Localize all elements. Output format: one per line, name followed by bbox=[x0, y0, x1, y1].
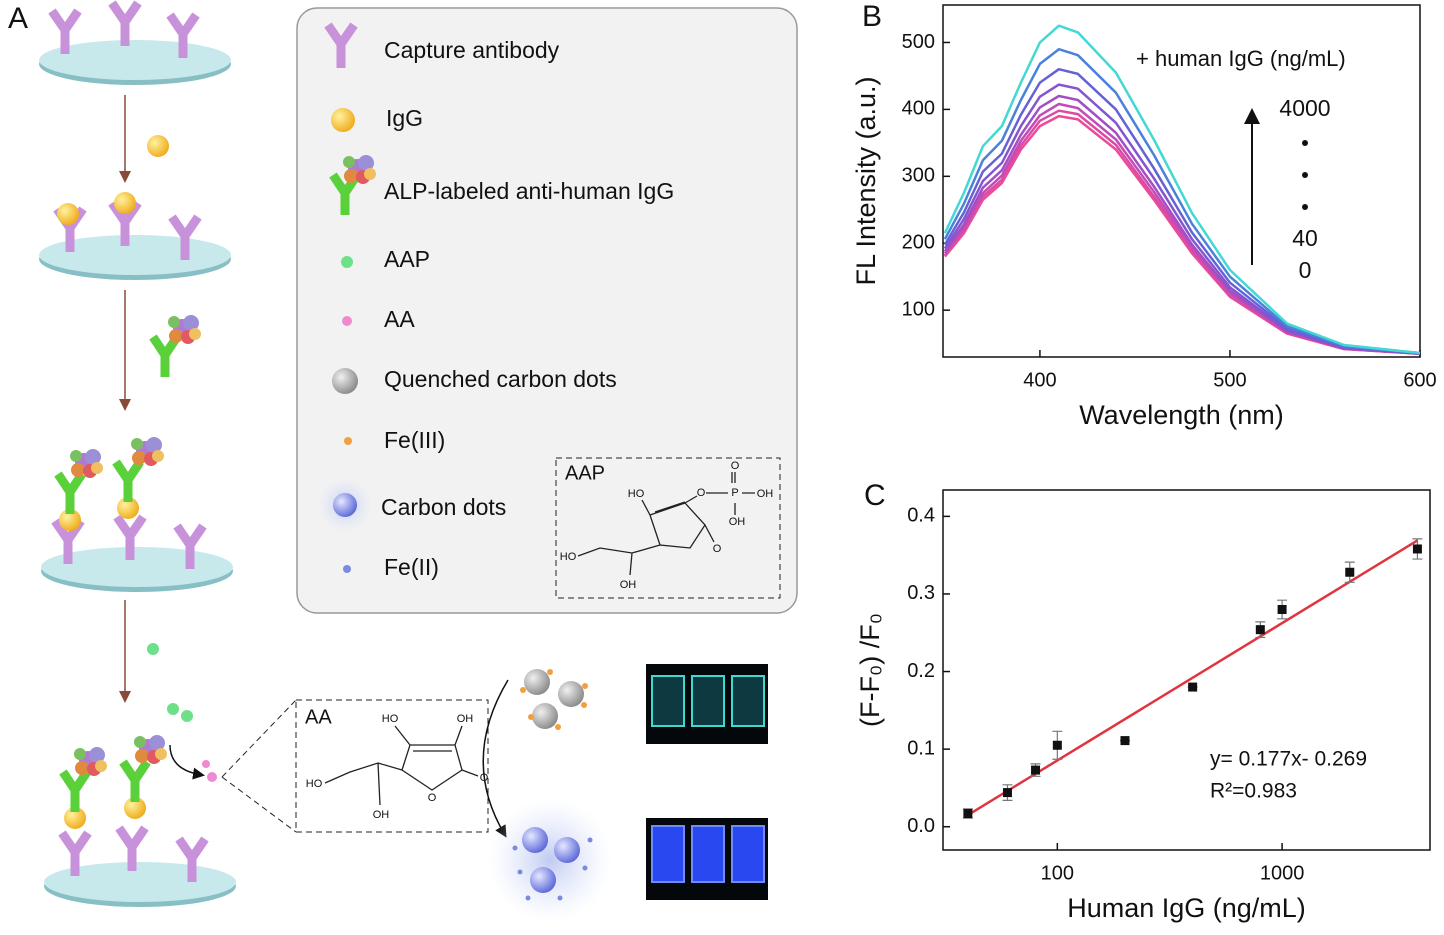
atom: OH bbox=[729, 516, 746, 528]
spectrum-line bbox=[943, 94, 1421, 355]
x-tick-label: 100 bbox=[1041, 862, 1074, 884]
y-tick-label: 200 bbox=[902, 232, 935, 254]
spectrum-line bbox=[943, 24, 1421, 355]
y-tick-label: 0.0 bbox=[907, 815, 935, 837]
y-tick-label: 400 bbox=[902, 98, 935, 120]
data-point bbox=[1002, 788, 1012, 798]
legend-label: IgG bbox=[386, 105, 423, 131]
atom: OH bbox=[457, 713, 474, 725]
ellipsis-dot bbox=[1302, 140, 1308, 146]
annotation: R²=0.983 bbox=[1210, 780, 1297, 803]
x-axis-label: Wavelength (nm) bbox=[1079, 400, 1284, 430]
x-tick-label: 1000 bbox=[1260, 862, 1305, 884]
y-tick-label: 100 bbox=[902, 298, 935, 320]
atom: OH bbox=[620, 579, 637, 591]
annotation: + human IgG (ng/mL) bbox=[1136, 46, 1346, 71]
y-axis-label: (F-F₀) /F₀ bbox=[855, 613, 885, 727]
data-point bbox=[1188, 682, 1198, 692]
atom: HO bbox=[306, 778, 323, 790]
data-point bbox=[1120, 736, 1130, 746]
atom: HO bbox=[382, 713, 399, 725]
data-point bbox=[1031, 765, 1041, 775]
legend-label: Capture antibody bbox=[384, 37, 560, 63]
atom: HO bbox=[628, 488, 645, 500]
data-point bbox=[1277, 604, 1287, 614]
reaction-illustration bbox=[482, 664, 768, 922]
y-tick-label: 0.1 bbox=[907, 737, 935, 759]
arrow-label: 40 bbox=[1292, 225, 1318, 251]
plot-frame bbox=[942, 4, 1421, 358]
y-axis-label: FL Intensity (a.u.) bbox=[851, 76, 881, 285]
legend-label: Fe(III) bbox=[384, 427, 445, 453]
aa-box bbox=[295, 699, 489, 833]
atom: HO bbox=[560, 551, 577, 563]
panel-label: B bbox=[862, 0, 882, 33]
spectrum-line bbox=[943, 83, 1421, 355]
atom: OH bbox=[373, 809, 390, 821]
y-tick-label: 0.4 bbox=[907, 505, 935, 527]
x-tick-label: 400 bbox=[1023, 369, 1056, 391]
panel-label: C bbox=[864, 479, 886, 512]
x-tick-label: 600 bbox=[1403, 369, 1436, 391]
atom: O bbox=[731, 460, 740, 472]
arrow-label: 0 bbox=[1299, 257, 1312, 283]
y-tick-label: 0.2 bbox=[907, 660, 935, 682]
y-tick-label: 0.3 bbox=[907, 582, 935, 604]
structure-title: AAP bbox=[565, 462, 605, 484]
atom: O bbox=[713, 543, 722, 555]
data-point bbox=[1412, 544, 1422, 554]
spectrum-line bbox=[943, 47, 1421, 355]
y-tick-label: 500 bbox=[902, 31, 935, 53]
y-tick-label: 300 bbox=[902, 165, 935, 187]
legend-label: AA bbox=[384, 306, 415, 332]
data-point bbox=[1052, 740, 1062, 750]
legend-label: Fe(II) bbox=[384, 554, 439, 580]
fit-line bbox=[967, 539, 1419, 817]
aap-bonds bbox=[577, 472, 755, 576]
atom: O bbox=[697, 487, 706, 499]
x-tick-label: 500 bbox=[1213, 369, 1246, 391]
atom: P bbox=[731, 487, 738, 499]
legend-label: Carbon dots bbox=[381, 494, 506, 520]
ellipsis-dot bbox=[1302, 172, 1308, 178]
aap-box bbox=[555, 457, 781, 599]
annotation: y= 0.177x- 0.269 bbox=[1210, 748, 1367, 771]
spectrum-line bbox=[943, 67, 1421, 355]
legend-box bbox=[296, 7, 798, 614]
arrow-label: 4000 bbox=[1279, 95, 1330, 121]
aa-bonds bbox=[324, 725, 479, 806]
ellipsis-dot bbox=[1302, 204, 1308, 210]
atom: OH bbox=[757, 488, 774, 500]
plot-frame bbox=[942, 489, 1431, 851]
panel-label: A bbox=[8, 2, 28, 35]
data-point bbox=[1255, 625, 1265, 635]
legend-label: ALP-labeled anti-human IgG bbox=[384, 178, 674, 204]
structure-title: AA bbox=[305, 706, 332, 728]
legend-icons bbox=[317, 25, 376, 573]
legend-label: Quenched carbon dots bbox=[384, 366, 617, 392]
data-point bbox=[963, 809, 973, 819]
atom: O bbox=[428, 792, 437, 804]
legend-label: AAP bbox=[384, 246, 430, 272]
assay-steps bbox=[39, 3, 297, 907]
x-axis-label: Human IgG (ng/mL) bbox=[1067, 893, 1306, 923]
data-point bbox=[1345, 567, 1355, 577]
